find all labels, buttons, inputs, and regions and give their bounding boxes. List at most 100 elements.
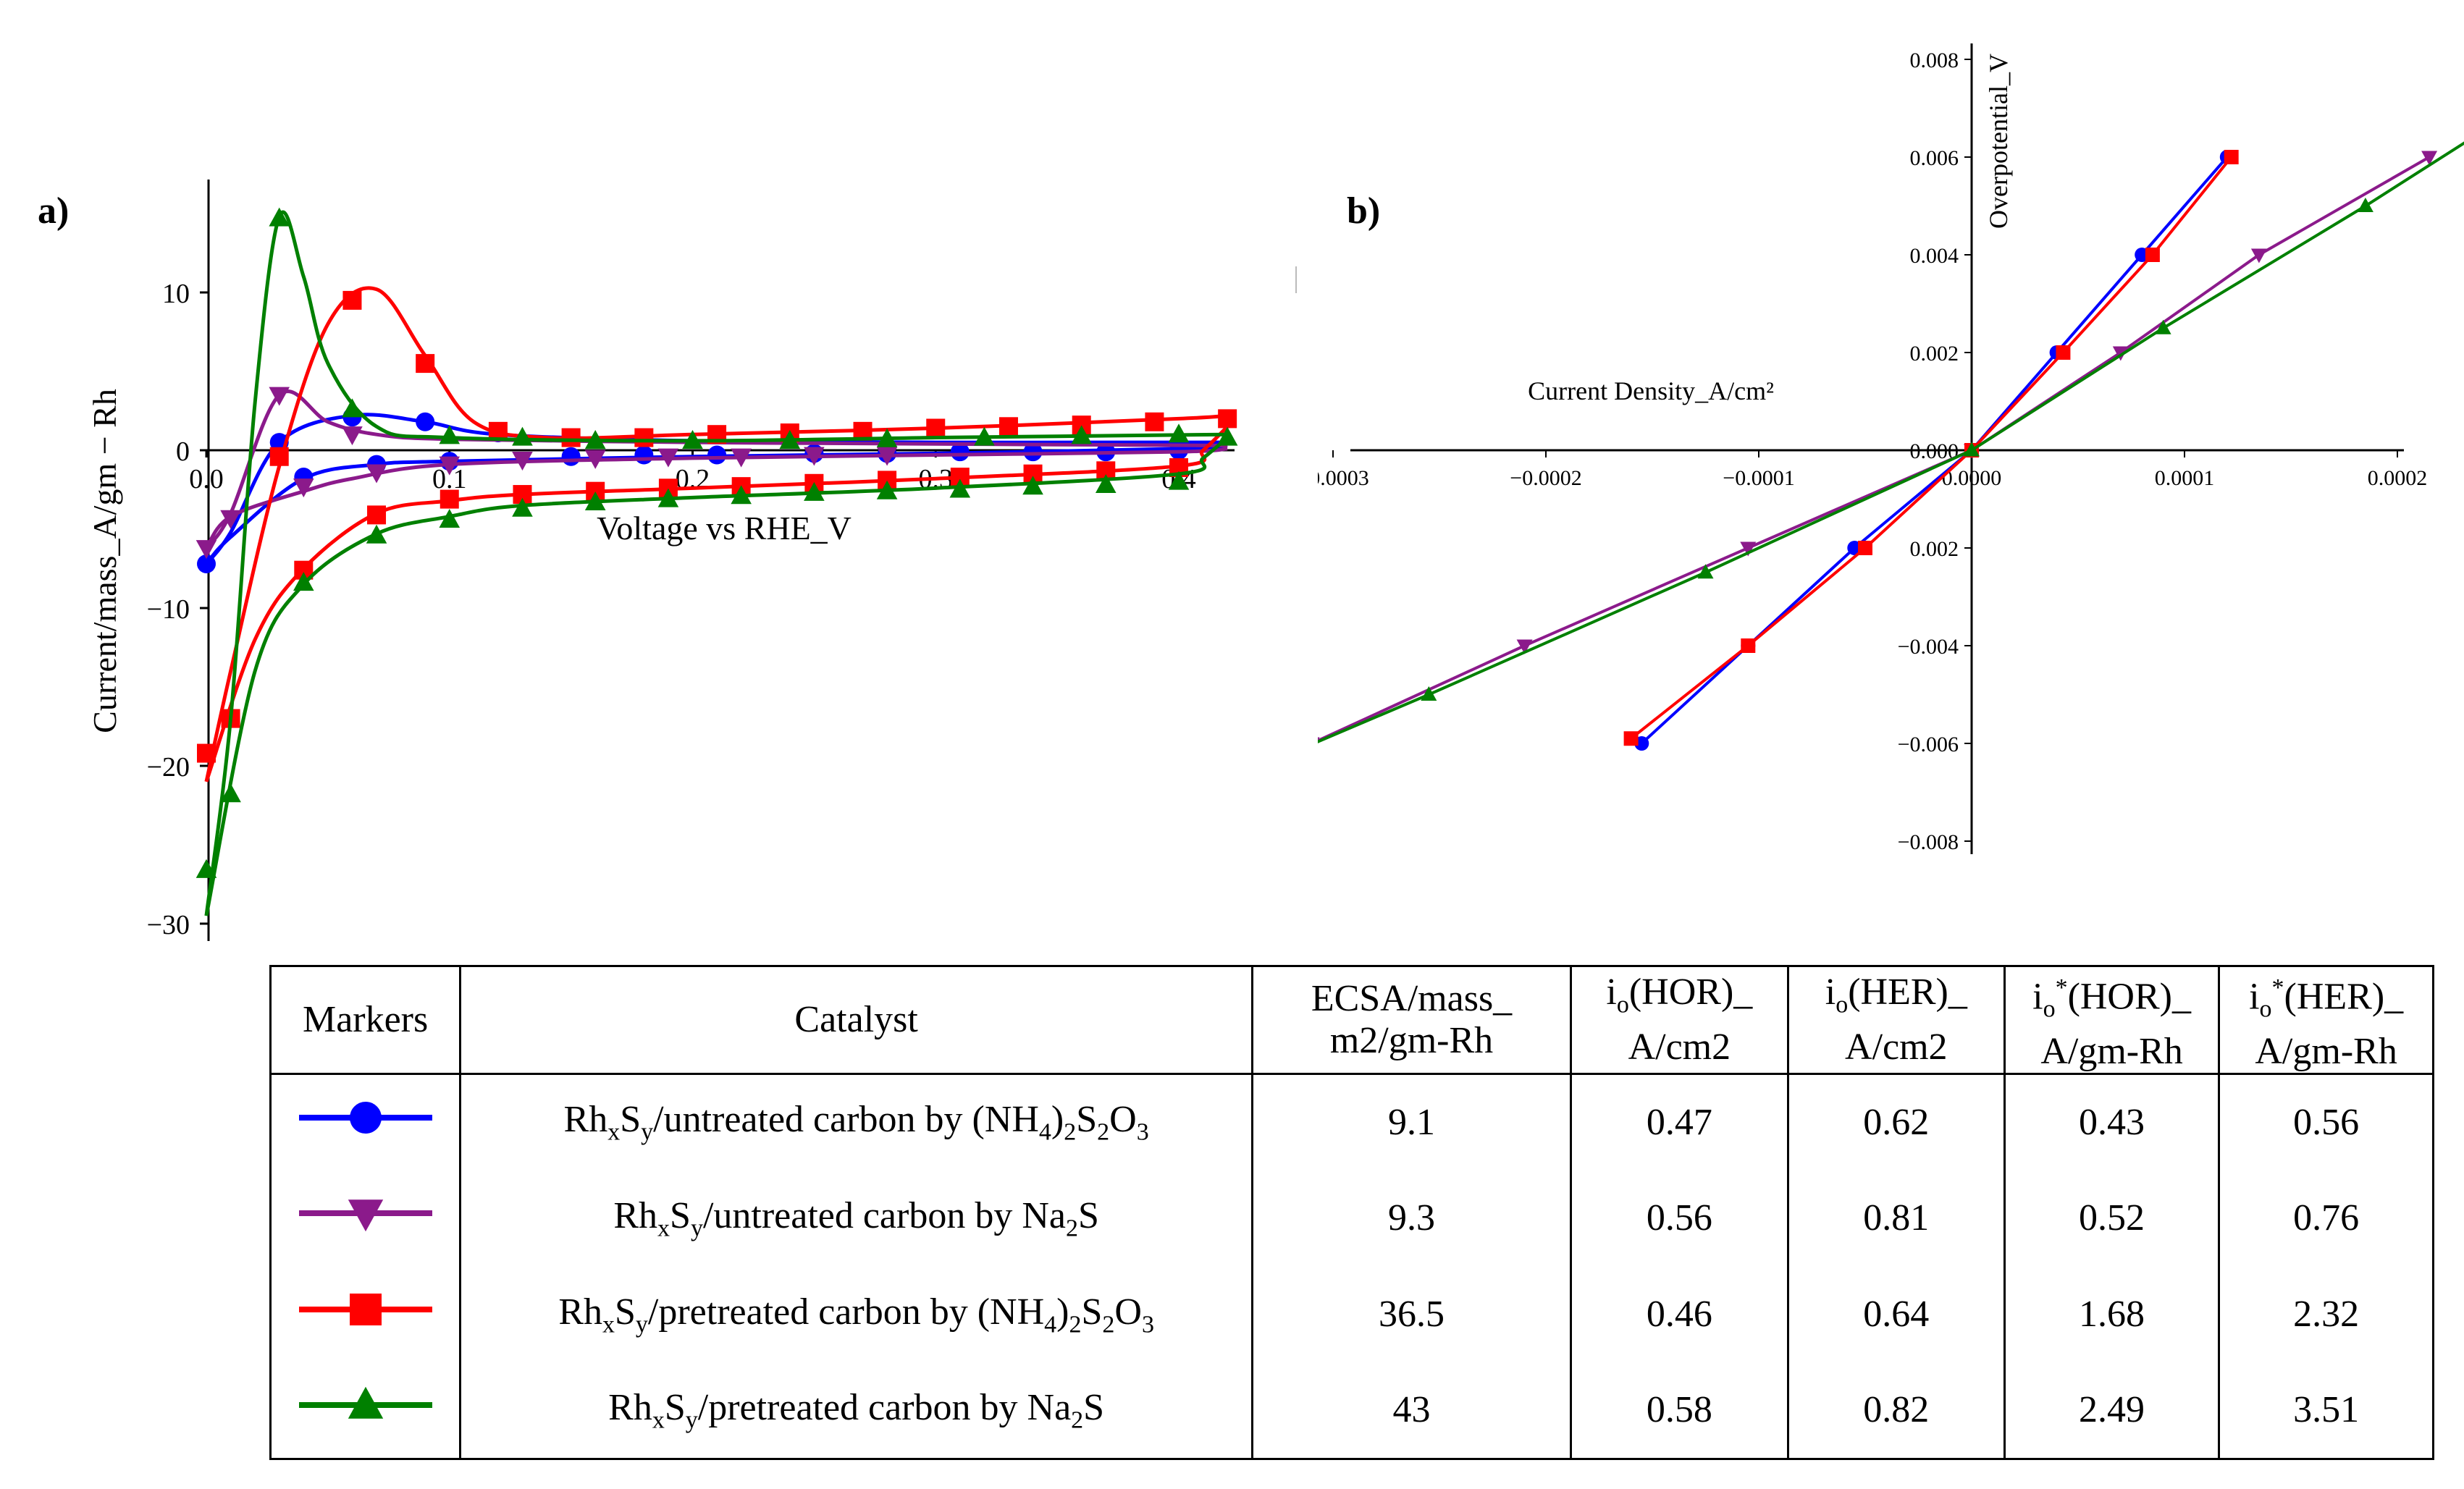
x-tick-label: −0.0001 (1723, 466, 1794, 490)
ios-her-cell: 3.51 (2218, 1362, 2434, 1460)
data-point (439, 508, 461, 528)
data-point (1740, 541, 1757, 557)
catalyst-cell: RhxSy/pretreated carbon by Na2S (459, 1362, 1254, 1460)
data-point (1964, 442, 1980, 457)
y-tick-label: −0.006 (1898, 733, 1959, 756)
legend-marker-icon (298, 1199, 432, 1232)
series-line-upper (204, 286, 1228, 783)
data-point (2224, 150, 2239, 164)
ios-hor-cell: 0.52 (2003, 1170, 2221, 1267)
data-point (731, 448, 752, 468)
catalyst-cell: RhxSy/untreated carbon by (NH4)2S2O3 (459, 1072, 1254, 1170)
data-point (657, 488, 679, 507)
catalyst-cell: RhxSy/untreated carbon by Na2S (459, 1170, 1254, 1267)
data-point (1697, 564, 1714, 579)
x-tick-label: −0.0003 (1318, 466, 1369, 490)
data-point (439, 425, 461, 444)
data-point (561, 428, 581, 447)
data-point (561, 447, 581, 466)
data-point (1216, 426, 1238, 446)
ios-her-cell: 2.32 (2218, 1266, 2434, 1363)
data-point (974, 426, 995, 446)
data-point (416, 412, 435, 431)
data-point (512, 497, 533, 517)
y-tick-label: 0 (176, 436, 190, 467)
io-hor-cell: 0.56 (1569, 1170, 1789, 1267)
table-row: RhxSy/untreated carbon by Na2S 9.3 0.56 … (269, 1170, 2434, 1267)
table-header-row: Markers Catalyst ECSA/mass_ m2/gm-Rh io(H… (269, 965, 2434, 1075)
y-tick-label: 0.008 (1910, 48, 1959, 72)
header-ios-hor: io*(HOR)_ A/gm-Rh (2003, 965, 2221, 1075)
data-point (731, 485, 752, 505)
y-tick-label: 0.006 (1910, 146, 1959, 170)
marker-legend-cell (269, 1072, 462, 1170)
data-point (342, 290, 362, 310)
data-point (1071, 425, 1092, 444)
data-point (366, 524, 387, 544)
marker-legend-cell (269, 1170, 462, 1267)
data-point (195, 859, 217, 878)
data-point (195, 540, 217, 560)
chart-b-tafel-plot: −0.0004−0.0003−0.0002−0.00010.00000.0001… (1318, 43, 2464, 854)
legend-marker-icon (298, 1101, 432, 1134)
io-her-cell: 0.62 (1786, 1072, 2006, 1170)
data-point (998, 417, 1018, 436)
data-point (1095, 474, 1117, 494)
y-axis-label: Overpotential_V (1984, 54, 2013, 229)
series-line-lower (204, 436, 1229, 916)
panel-b-label: b) (1347, 190, 1381, 232)
data-point (293, 478, 314, 498)
data-point (1022, 476, 1043, 495)
y-tick-label: 10 (162, 279, 190, 309)
data-point (269, 447, 289, 466)
x-axis-label: Voltage vs RHE_V (597, 510, 852, 547)
marker-legend-cell (269, 1266, 462, 1363)
data-point (416, 354, 435, 374)
data-point (1516, 639, 1533, 654)
io-hor-cell: 0.47 (1569, 1072, 1789, 1170)
io-her-cell: 0.64 (1786, 1266, 2006, 1363)
x-tick-label: −0.0002 (1510, 466, 1581, 490)
data-point (1318, 737, 1320, 741)
data-point (2250, 248, 2267, 263)
legend-marker (348, 1387, 383, 1420)
data-point (2155, 319, 2171, 334)
header-io-hor: io(HOR)_ A/cm2 (1569, 965, 1789, 1075)
marker-legend-cell (269, 1362, 462, 1460)
data-point (342, 426, 363, 446)
data-point (269, 387, 290, 406)
data-point (2056, 345, 2071, 360)
x-tick-label: 0.0001 (2155, 466, 2215, 490)
data-point (269, 207, 290, 227)
data-point (804, 481, 825, 501)
y-tick-label: −20 (147, 752, 190, 783)
data-point (1168, 471, 1190, 490)
data-point (512, 452, 533, 471)
data-point (634, 428, 654, 447)
legend-marker-icon (298, 1387, 432, 1420)
y-tick-label: −0.008 (1898, 830, 1959, 854)
series-triangle-up (195, 207, 1238, 916)
ios-hor-cell: 1.68 (2003, 1266, 2221, 1363)
y-tick-label: −0.004 (1898, 635, 1959, 659)
header-markers: Markers (269, 965, 462, 1075)
y-tick-label: 0.004 (1910, 244, 1959, 268)
data-point (779, 429, 801, 449)
y-tick-label: 0.002 (1910, 537, 1959, 561)
header-catalyst: Catalyst (459, 965, 1254, 1075)
data-point (1023, 442, 1043, 462)
ios-her-cell: 0.76 (2218, 1170, 2434, 1267)
data-point (366, 464, 387, 484)
series-line-lower (204, 425, 1229, 783)
data-point (949, 478, 971, 498)
legend-marker (348, 1199, 383, 1232)
data-point (1858, 541, 1872, 555)
catalyst-cell: RhxSy/pretreated carbon by (NH4)2S2O3 (459, 1266, 1254, 1363)
data-point (657, 448, 679, 468)
data-point (804, 447, 825, 466)
series-line-lower (204, 447, 1228, 549)
y-tick-label: −30 (147, 910, 190, 940)
data-point (440, 489, 459, 509)
data-point (1623, 731, 1639, 746)
